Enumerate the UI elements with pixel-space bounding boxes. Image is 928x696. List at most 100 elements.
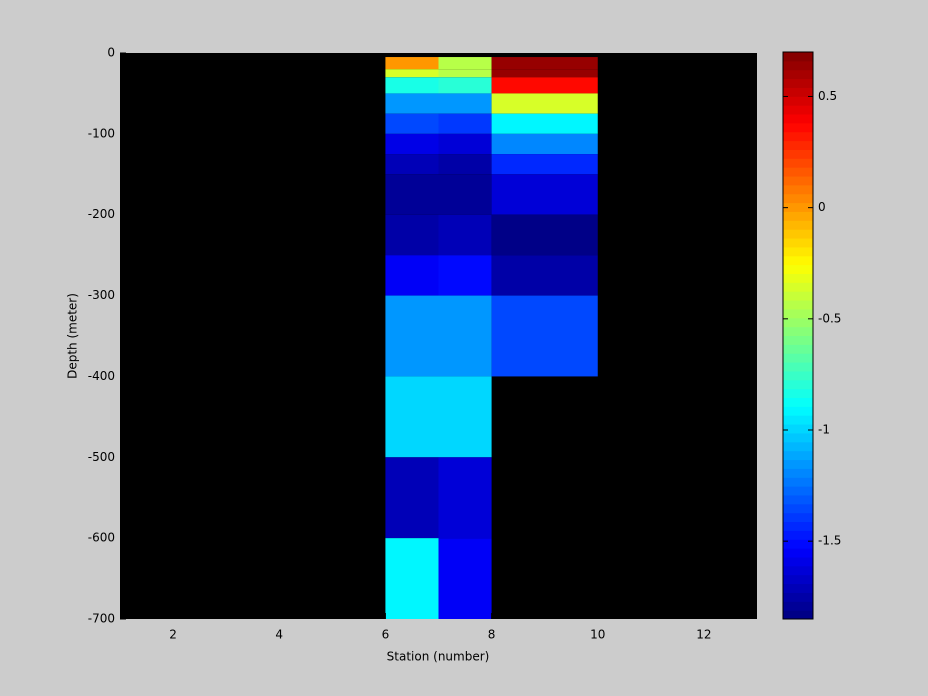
heatmap-cell	[385, 57, 439, 70]
x-axis-label: Station (number)	[387, 650, 490, 664]
colorbar-swatch	[783, 450, 813, 461]
heatmap-cell	[438, 538, 492, 619]
colorbar-swatch	[783, 149, 813, 159]
heatmap-cell	[491, 133, 598, 155]
colorbar-swatch	[783, 308, 813, 319]
heatmap-cell	[438, 93, 492, 114]
colorbar-swatch	[783, 494, 813, 505]
colorbar-swatch	[783, 583, 813, 593]
colorbar-swatch	[783, 52, 813, 62]
colorbar-swatch	[783, 140, 813, 150]
colorbar-swatch	[783, 441, 813, 452]
colorbar-swatch	[783, 556, 813, 567]
colorbar-swatch	[783, 477, 813, 487]
colorbar-swatch	[783, 255, 813, 266]
x-tick-label: 2	[169, 628, 177, 642]
colorbar-tick-label: 0.5	[818, 89, 837, 103]
colorbar-swatch	[783, 574, 813, 585]
y-tick-label: -700	[88, 612, 115, 626]
colorbar-swatch	[783, 176, 813, 186]
colorbar-swatch	[783, 521, 813, 531]
heatmap-cell	[385, 174, 439, 215]
colorbar-swatch	[783, 220, 813, 230]
colorbar-swatch	[783, 370, 813, 381]
colorbar-swatch	[783, 273, 813, 283]
heatmap-cell	[385, 376, 439, 458]
colorbar-swatch	[783, 415, 813, 425]
colorbar-swatch	[783, 610, 813, 620]
colorbar-swatch	[783, 379, 813, 390]
colorbar-swatch	[783, 96, 813, 106]
colorbar-swatch	[783, 317, 813, 328]
colorbar-swatch	[783, 326, 813, 336]
colorbar-swatch	[783, 78, 813, 88]
y-tick-label: -500	[88, 450, 115, 464]
colorbar-swatch	[783, 158, 813, 168]
x-tick-label: 6	[382, 628, 390, 642]
colorbar-swatch	[783, 388, 813, 399]
heatmap-cell	[438, 133, 492, 155]
heatmap-cell	[438, 457, 492, 539]
heatmap-cell	[438, 255, 492, 296]
colorbar-swatch	[783, 530, 813, 540]
colorbar-swatch	[783, 353, 813, 363]
colorbar-swatch	[783, 238, 813, 248]
colorbar-tick-label: 0	[818, 200, 826, 214]
colorbar-tick-label: -1.5	[818, 534, 841, 548]
colorbar-swatch	[783, 459, 813, 469]
x-tick-label: 8	[488, 628, 496, 642]
heatmap-cell	[491, 255, 598, 296]
colorbar-swatch	[783, 264, 813, 274]
colorbar-swatch	[783, 105, 813, 115]
colorbar-swatch	[783, 406, 813, 416]
colorbar-swatch	[783, 344, 813, 354]
heatmap-cell	[438, 57, 492, 70]
colorbar-swatch	[783, 539, 813, 549]
colorbar-swatch	[783, 503, 813, 514]
heatmap-cell	[491, 295, 598, 377]
colorbar-swatch	[783, 335, 813, 345]
y-tick-label: -100	[88, 126, 115, 140]
x-tick-label: 10	[590, 628, 605, 642]
colorbar-swatch	[783, 601, 813, 611]
colorbar-swatch	[783, 397, 813, 407]
colorbar-swatch	[783, 362, 813, 372]
heatmap-cell	[491, 57, 598, 70]
colorbar-swatch	[783, 565, 813, 576]
heatmap-cell	[438, 154, 492, 175]
heatmap-cell	[491, 93, 598, 114]
colorbar-frame	[782, 51, 814, 620]
colorbar-tick-label: -0.5	[818, 311, 841, 325]
colorbar-swatch	[783, 282, 813, 292]
colorbar-swatch	[783, 291, 813, 301]
heatmap-cell	[491, 69, 598, 78]
colorbar-swatch	[783, 193, 813, 204]
heatmap-cell	[491, 174, 598, 215]
colorbar-swatch	[783, 122, 813, 133]
colorbar-swatch	[783, 512, 813, 523]
y-tick-label: 0	[107, 46, 115, 60]
heatmap-cell	[385, 295, 439, 377]
heatmap-cell	[491, 77, 598, 94]
y-tick-label: -600	[88, 531, 115, 545]
heatmap-cell	[385, 93, 439, 114]
colorbar-swatch	[783, 424, 813, 434]
heatmap-cell	[385, 538, 439, 619]
heatmap-cell	[491, 113, 598, 134]
heatmap-cell	[438, 295, 492, 377]
colorbar-swatch	[783, 87, 813, 97]
colorbar-swatch	[783, 229, 813, 239]
heatmap-cell	[385, 69, 439, 78]
colorbar-swatch	[783, 486, 813, 496]
heatmap-cell	[385, 113, 439, 134]
colorbar-swatch	[783, 60, 813, 71]
colorbar-swatch	[783, 300, 813, 310]
heatmap-cell	[438, 69, 492, 78]
heatmap-cell	[385, 133, 439, 155]
heatmap-cell	[385, 457, 439, 539]
heatmap-cell	[438, 214, 492, 256]
colorbar-swatch	[783, 468, 813, 478]
y-tick-label: -400	[88, 369, 115, 383]
